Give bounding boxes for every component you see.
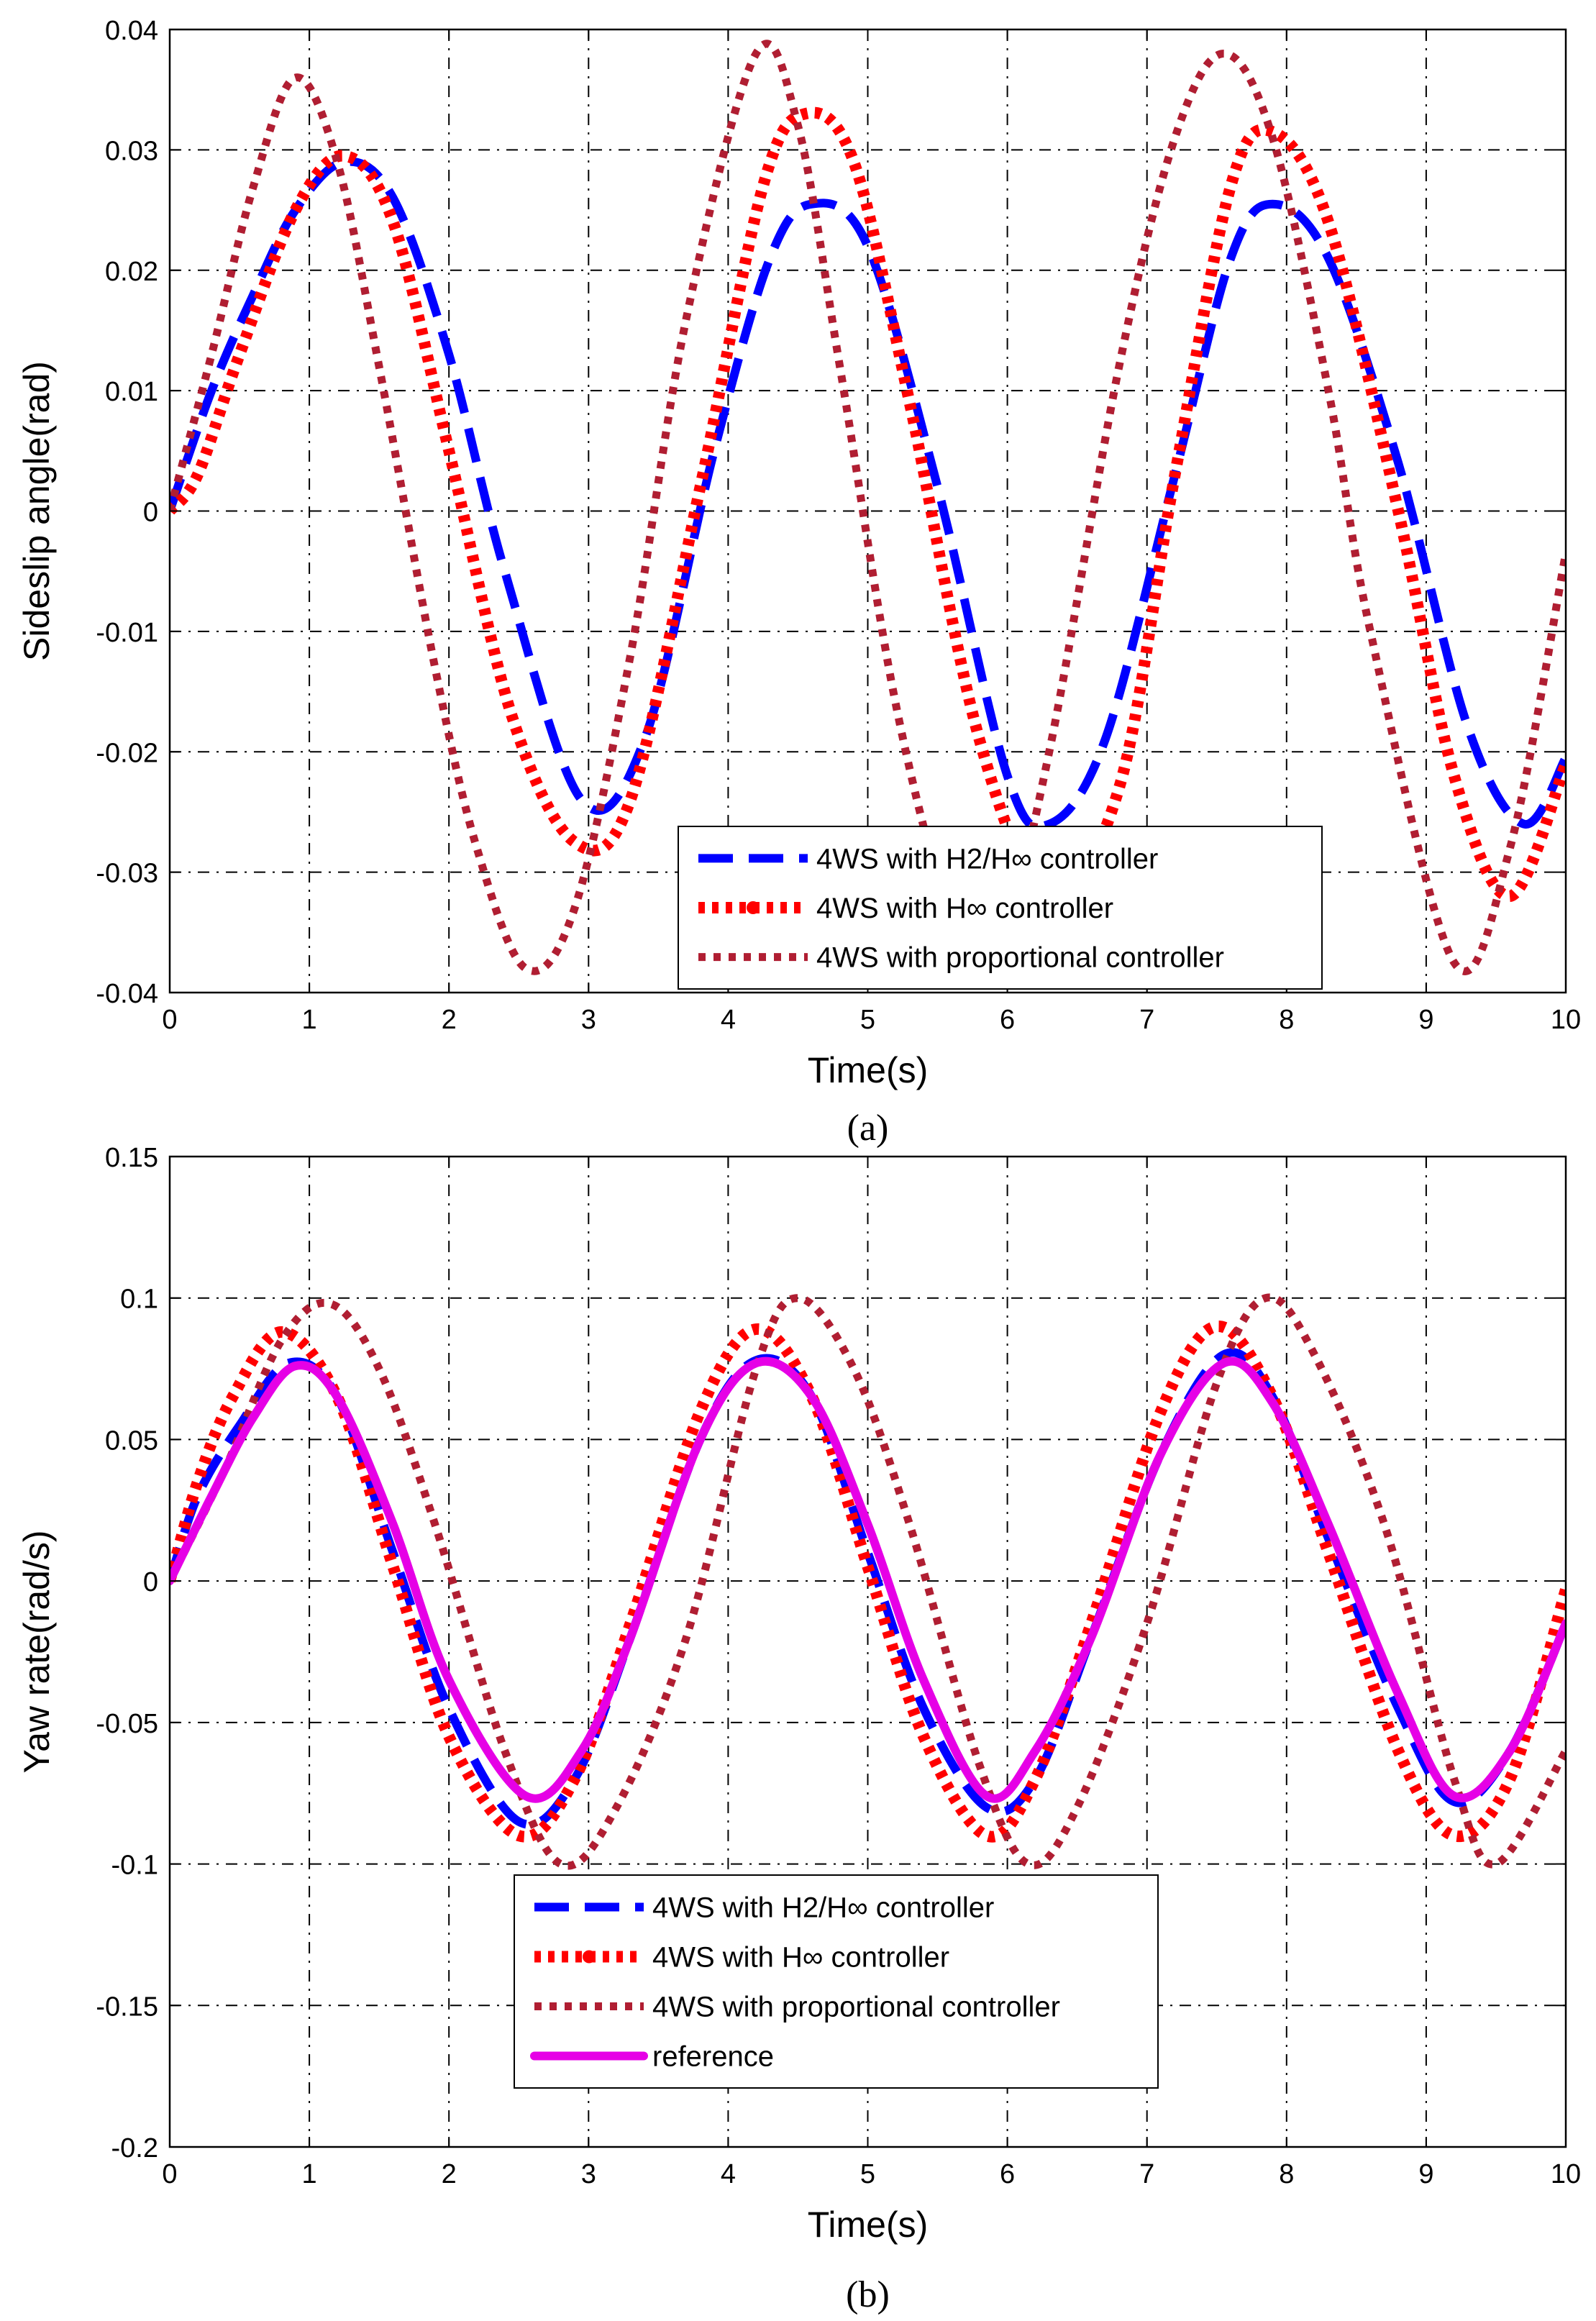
x-axis-label: Time(s) <box>808 2204 929 2245</box>
legend-label: 4WS with proportional controller <box>652 1992 1060 2023</box>
subfigure-caption: (a) <box>847 1108 889 1149</box>
x-tick-label: 5 <box>860 2159 875 2189</box>
x-tick-label: 7 <box>1139 2159 1154 2189</box>
legend-label: 4WS with H∞ controller <box>816 893 1113 924</box>
y-tick-label: 0.15 <box>105 1143 158 1173</box>
legend-label: 4WS with H2/H∞ controller <box>652 1892 994 1924</box>
chart-a: 0 1 2 3 4 5 6 7 8 9 10 -0.04 -0.03 -0.02 -0.01 0 0.01 0.0… <box>17 16 1581 1149</box>
x-tick-label: 1 <box>302 1005 317 1035</box>
x-tick-label: 3 <box>581 1005 596 1035</box>
y-tick-label: -0.1 <box>111 1851 158 1881</box>
x-tick-label: 10 <box>1551 1005 1581 1035</box>
legend-label: 4WS with proportional controller <box>816 942 1224 974</box>
y-axis-label: Sideslip angle(rad) <box>17 361 57 661</box>
legend: 4WS with H2/H∞ controller 4WS with H∞ con… <box>514 1874 1159 2089</box>
y-tick-label: -0.05 <box>96 1709 158 1739</box>
x-tick-label: 0 <box>162 1005 177 1035</box>
legend-label: 4WS with H2/H∞ controller <box>816 843 1158 875</box>
x-tick-label: 6 <box>1000 1005 1015 1035</box>
y-axis-label: Yaw rate(rad/s) <box>17 1530 57 1773</box>
x-tick-label: 2 <box>442 1005 457 1035</box>
y-tick-label: -0.15 <box>96 1992 158 2022</box>
series-line-4ws-with-proportional-controller <box>170 1293 1566 1870</box>
y-tick-label: -0.03 <box>96 859 158 889</box>
y-tick-label: -0.2 <box>111 2133 158 2163</box>
series-line-reference <box>170 1356 1566 1803</box>
y-tick-label: 0.01 <box>105 377 158 407</box>
legend-marker <box>747 901 760 914</box>
series-line-4ws-with-h2-h-controller <box>170 157 1566 831</box>
x-tick-label: 8 <box>1279 1005 1294 1035</box>
y-tick-label: 0.03 <box>105 136 158 166</box>
series-line-4ws-with-h-controller <box>170 106 1566 903</box>
y-tick-label: -0.01 <box>96 618 158 648</box>
legend: 4WS with H2/H∞ controller 4WS with H∞ con… <box>678 826 1323 990</box>
subfigure-caption: (b) <box>846 2274 890 2315</box>
x-tick-label: 0 <box>162 2159 177 2189</box>
x-tick-label: 6 <box>1000 2159 1015 2189</box>
y-tick-label: 0 <box>143 498 158 528</box>
series-group <box>170 1293 1566 1870</box>
x-tick-label: 8 <box>1279 2159 1294 2189</box>
series-line-4ws-with-proportional-controller <box>170 40 1566 983</box>
x-tick-label: 4 <box>721 1005 736 1035</box>
y-tick-label: 0 <box>143 1567 158 1597</box>
x-tick-label: 5 <box>860 1005 875 1035</box>
y-tick-label: 0.02 <box>105 257 158 287</box>
x-tick-label: 2 <box>442 2159 457 2189</box>
x-tick-label: 7 <box>1139 1005 1154 1035</box>
y-tick-label: 0.04 <box>105 16 158 46</box>
x-tick-label: 1 <box>302 2159 317 2189</box>
legend-label: reference <box>652 2041 774 2073</box>
x-tick-label: 4 <box>721 2159 736 2189</box>
x-tick-label: 3 <box>581 2159 596 2189</box>
y-tick-label: 0.1 <box>120 1285 158 1315</box>
x-tick-label: 10 <box>1551 2159 1581 2189</box>
x-tick-label: 9 <box>1418 2159 1433 2189</box>
series-group <box>170 40 1566 983</box>
y-tick-label: -0.04 <box>96 979 158 1009</box>
x-tick-label: 9 <box>1418 1005 1433 1035</box>
legend-marker <box>583 1950 596 1964</box>
chart-b: 0 1 2 3 4 5 6 7 8 9 10 -0.2 -0.15 -0.1 -0.05 0 0.05 0.1 0.… <box>17 1143 1581 2315</box>
y-tick-label: 0.05 <box>105 1426 158 1456</box>
series-line-4ws-with-h-controller <box>170 1321 1566 1843</box>
x-axis-label: Time(s) <box>808 1050 929 1090</box>
legend-label: 4WS with H∞ controller <box>652 1942 949 1974</box>
y-tick-label: -0.02 <box>96 738 158 768</box>
